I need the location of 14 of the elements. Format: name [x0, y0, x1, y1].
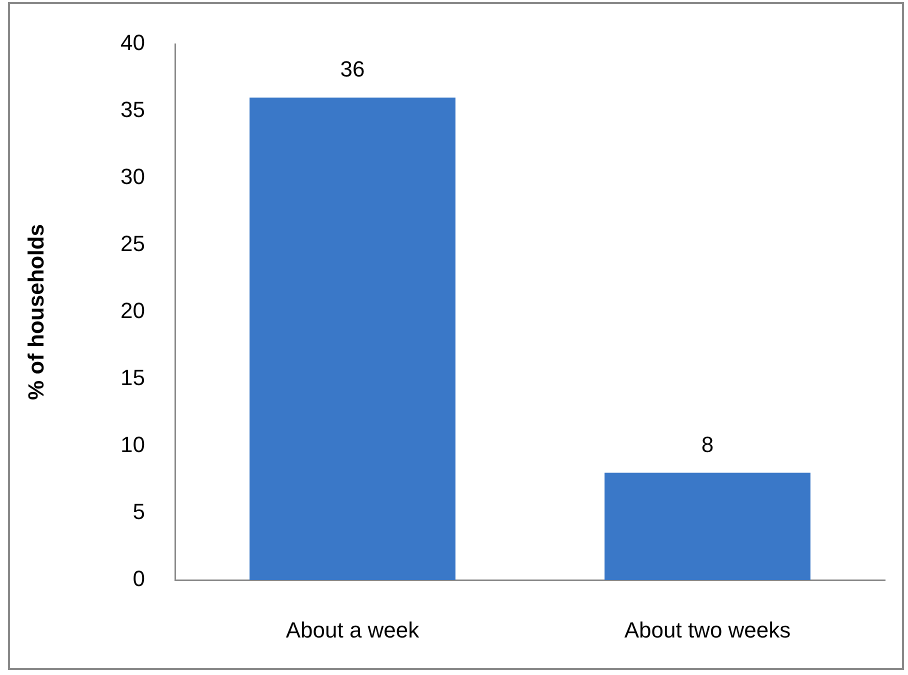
y-tick-label: 25	[120, 231, 145, 256]
y-tick-label: 40	[120, 30, 145, 56]
data-label: 36	[340, 56, 365, 82]
y-tick-label: 0	[132, 566, 145, 592]
y-tick-label: 5	[132, 499, 145, 524]
data-label: 8	[701, 432, 714, 457]
x-tick-label: About two weeks	[624, 617, 791, 642]
y-tick-label: 35	[120, 97, 145, 122]
y-axis-title: % of households	[23, 224, 48, 400]
x-tick-label: About a week	[286, 617, 420, 642]
y-tick-label: 30	[120, 164, 145, 190]
y-tick-label: 10	[120, 432, 145, 458]
y-tick-label: 20	[120, 298, 145, 324]
y-tick-label: 15	[120, 365, 145, 390]
